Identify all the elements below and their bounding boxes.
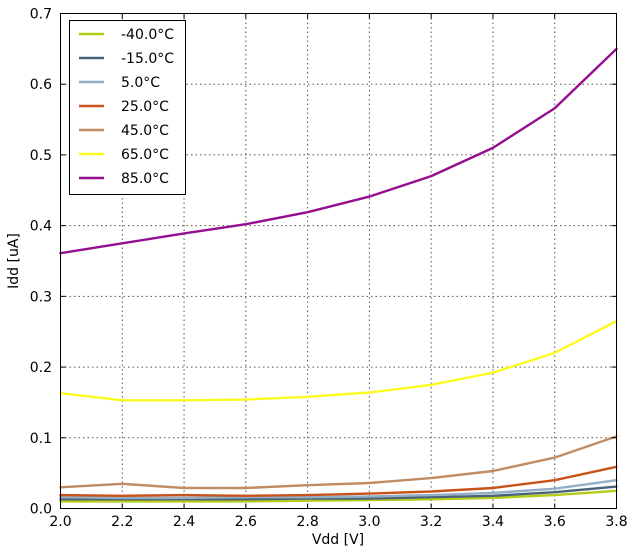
y-tick-label: 0.5 xyxy=(30,148,52,164)
x-tick-label: 2.6 xyxy=(235,514,257,530)
tick-labels: 2.0 2.2 2.4 2.6 2.8 3.0 3.2 3.4 3.6 3.8 0.0 0.1 0.2 0… xyxy=(30,7,628,531)
x-tick-label: 3.0 xyxy=(358,514,380,530)
legend-label: 25.0°C xyxy=(121,99,169,115)
series-line-5 xyxy=(59,319,618,402)
series-line-1 xyxy=(59,485,618,501)
series-line-4 xyxy=(59,435,618,490)
series-line-6 xyxy=(59,47,618,255)
y-axis-title: Idd [uA] xyxy=(6,233,22,289)
x-tick-label: 2.4 xyxy=(173,514,195,530)
x-tick-label: 3.6 xyxy=(544,514,566,530)
y-tick-label: 0.4 xyxy=(30,219,52,235)
plot-frame xyxy=(60,13,617,509)
series-layer xyxy=(59,47,618,503)
series-line-2 xyxy=(59,479,618,500)
x-tick-label: 2.0 xyxy=(49,514,71,530)
y-tick-label: 0.2 xyxy=(30,360,52,376)
ticks xyxy=(60,13,617,509)
legend-label: -15.0°C xyxy=(121,51,174,67)
x-tick-label: 2.8 xyxy=(296,514,318,530)
y-tick-label: 0.7 xyxy=(30,7,52,23)
legend: -40.0°C -15.0°C 5.0°C 25.0°C 45.0°C 65.0°C 85.… xyxy=(69,20,186,195)
series-line-0 xyxy=(59,489,618,503)
series-line-3 xyxy=(59,465,618,497)
legend-label: 45.0°C xyxy=(121,123,169,139)
legend-label: -40.0°C xyxy=(121,27,174,43)
legend-label: 5.0°C xyxy=(121,75,160,91)
y-tick-label: 0.6 xyxy=(30,77,52,93)
legend-label: 85.0°C xyxy=(121,171,169,187)
legend-box xyxy=(69,20,186,195)
x-tick-label: 3.4 xyxy=(482,514,504,530)
x-tick-label: 3.8 xyxy=(605,514,627,530)
x-axis-title: Vdd [V] xyxy=(312,532,364,548)
x-tick-label: 2.2 xyxy=(111,514,133,530)
legend-label: 65.0°C xyxy=(121,147,169,163)
y-tick-label: 0.3 xyxy=(30,289,52,305)
x-tick-label: 3.2 xyxy=(420,514,442,530)
y-tick-label: 0.1 xyxy=(30,431,52,447)
y-tick-label: 0.0 xyxy=(30,502,52,518)
